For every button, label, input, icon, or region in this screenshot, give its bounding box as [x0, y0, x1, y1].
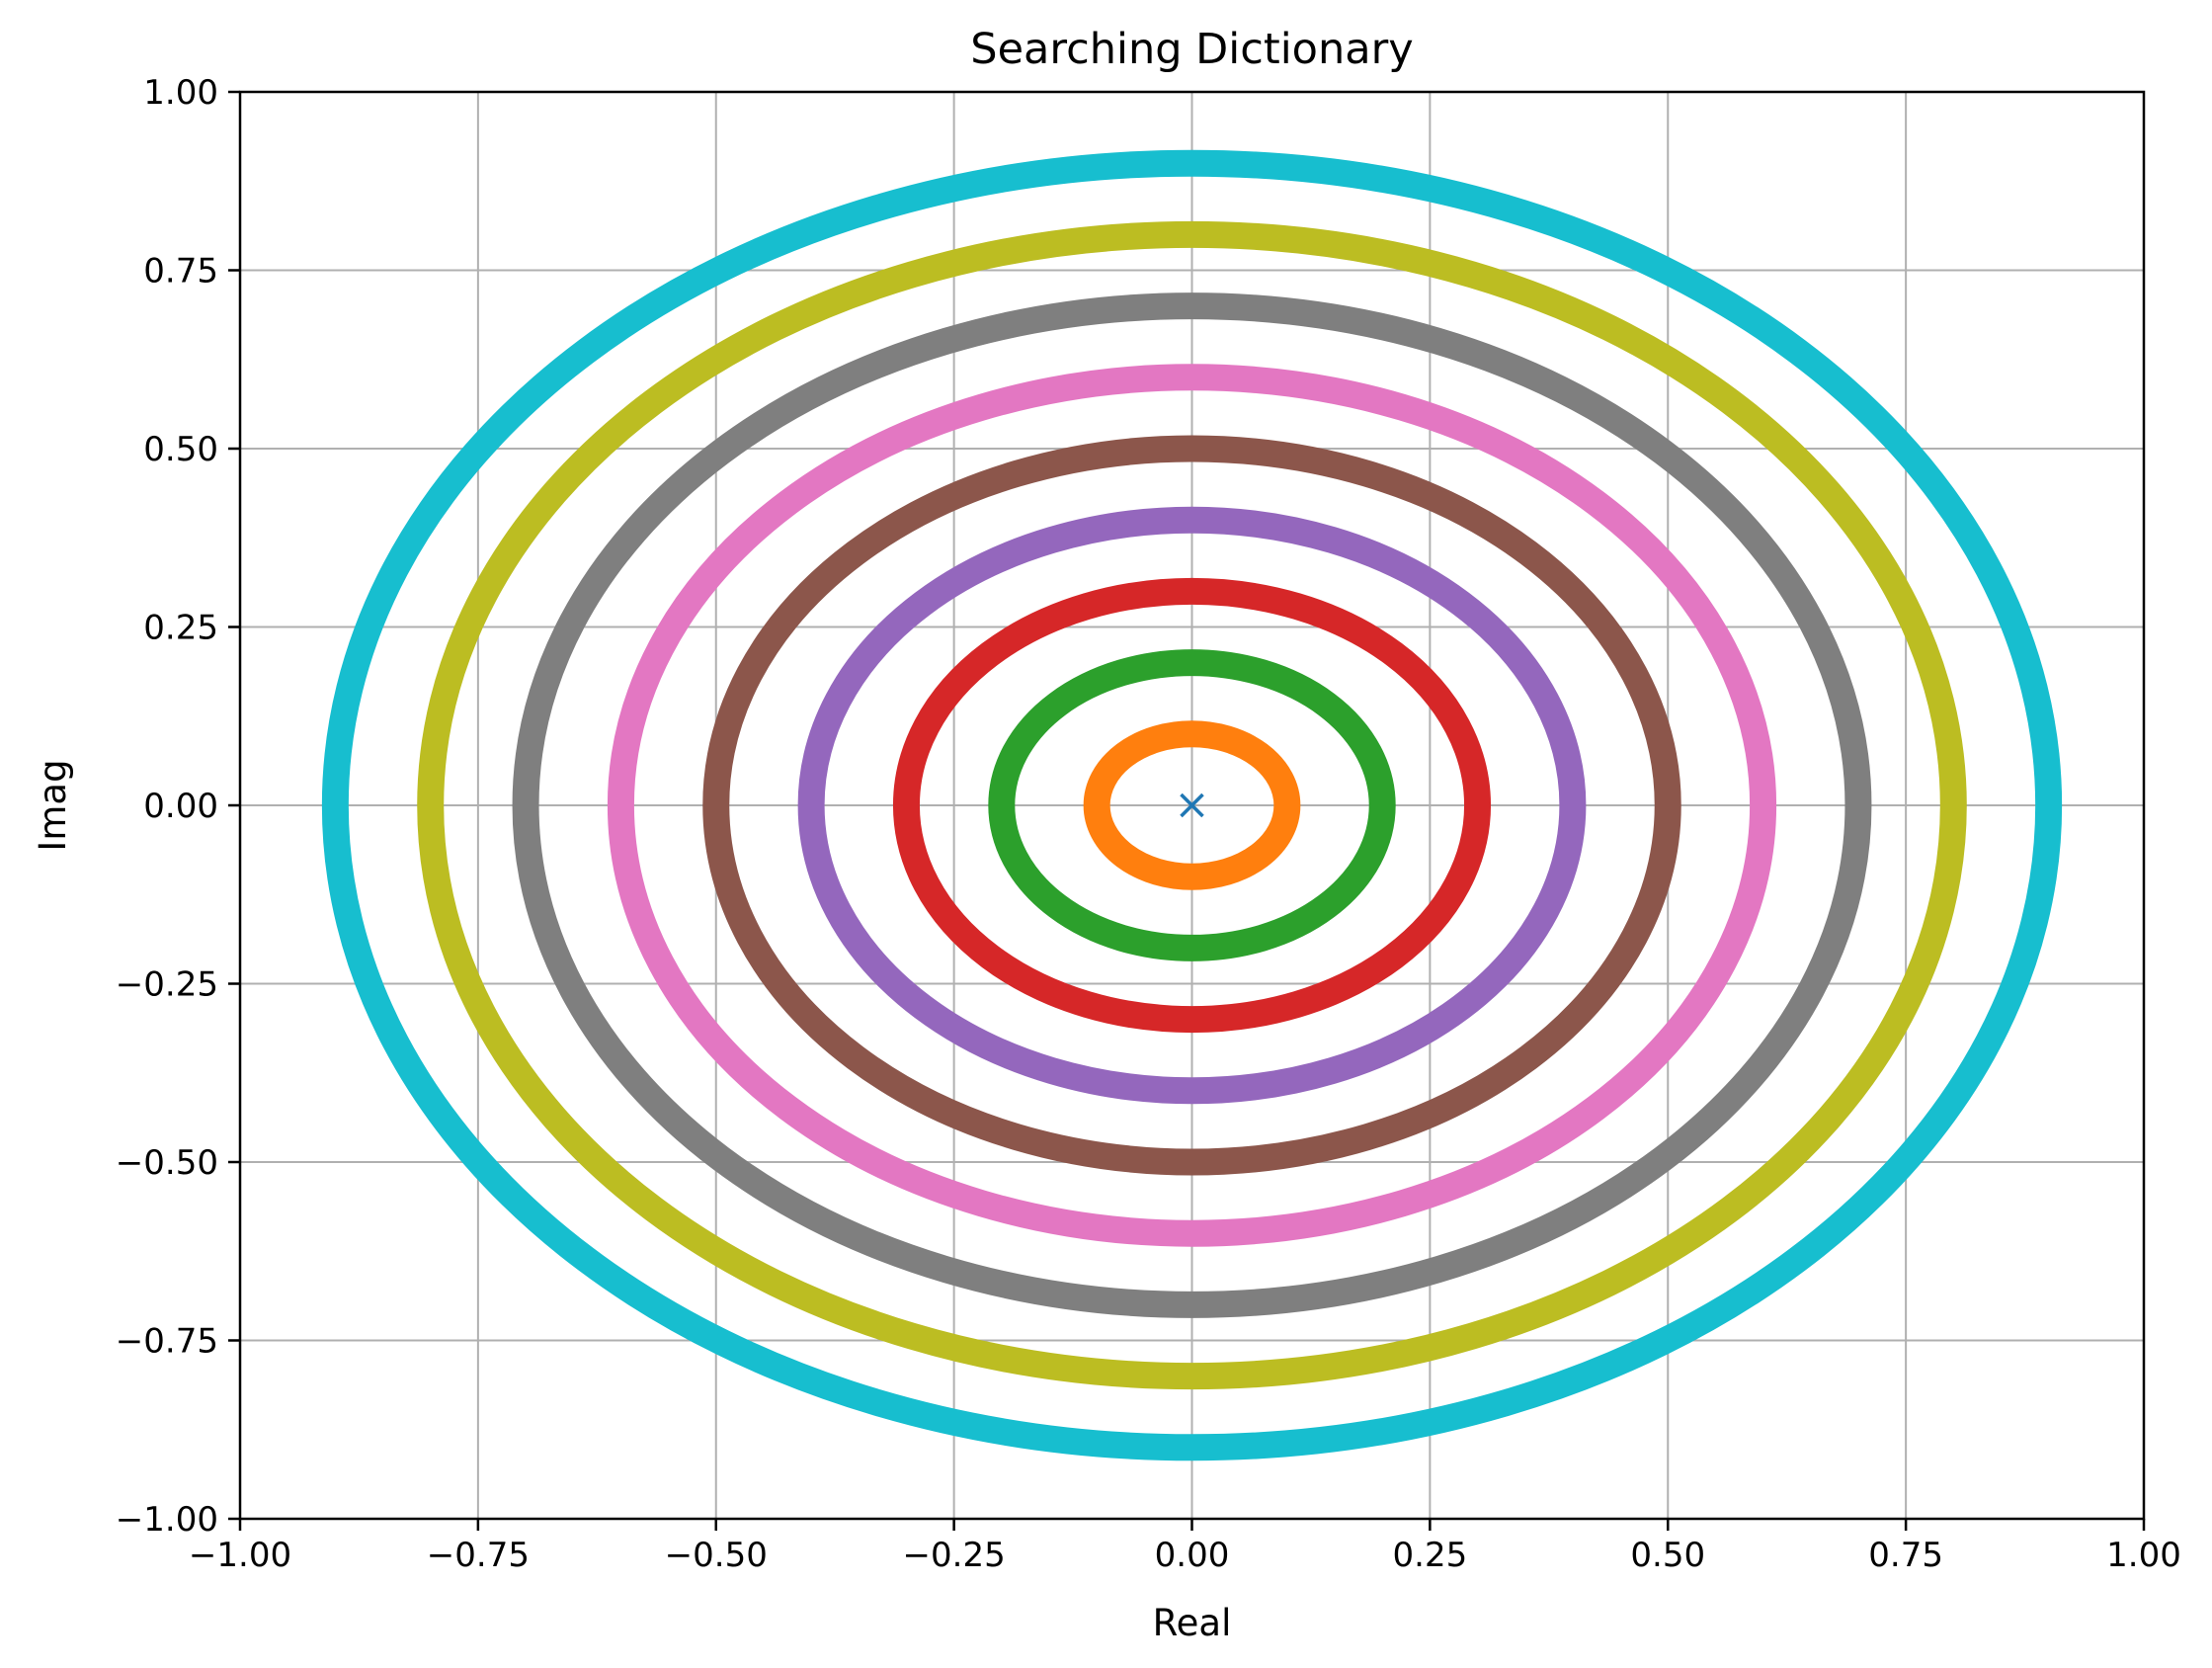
- ring-radius-0.2: [988, 649, 1396, 961]
- y-tick-label-4: 0.00: [143, 787, 218, 826]
- x-tick-label-6: 0.50: [1630, 1536, 1705, 1575]
- ring-radius-0.9: [321, 149, 2063, 1461]
- x-tick-label-3: −0.25: [903, 1536, 1006, 1575]
- x-tick-label-4: 0.00: [1155, 1536, 1230, 1575]
- x-axis-title: Real: [1153, 1602, 1232, 1644]
- y-tick-label-3: 0.25: [143, 609, 218, 648]
- x-tick-label-7: 0.75: [1868, 1536, 1943, 1575]
- ring-series: [321, 149, 2063, 1461]
- ring-radius-0.4: [797, 506, 1587, 1105]
- y-tick-label-2: 0.50: [143, 430, 218, 469]
- y-tick-label-0: 1.00: [143, 73, 218, 113]
- y-tick-label-1: 0.75: [143, 252, 218, 292]
- x-tick-label-0: −1.00: [189, 1536, 291, 1575]
- x-tick-label-8: 1.00: [2106, 1536, 2181, 1575]
- y-axis-title: Imag: [32, 759, 74, 851]
- ring-radius-0.6: [607, 364, 1777, 1247]
- ring-radius-0.8: [417, 220, 1967, 1390]
- axis-ticks: −1.00 −0.75 −0.50 −0.25 0.00 0.25 0.50 0.75 1.00…: [116, 73, 2181, 1575]
- y-tick-label-8: −1.00: [116, 1500, 218, 1540]
- ring-radius-0.1: [1083, 720, 1301, 890]
- y-tick-label-7: −0.75: [116, 1322, 218, 1362]
- y-tick-label-6: −0.50: [116, 1143, 218, 1183]
- center-marker: [1180, 792, 1204, 818]
- x-tick-label-2: −0.50: [665, 1536, 768, 1575]
- y-tick-label-5: −0.25: [116, 965, 218, 1005]
- ring-radius-0.5: [702, 435, 1681, 1176]
- center-x-marker-stroke-2: [1180, 792, 1204, 818]
- chart-title: Searching Dictionary: [970, 25, 1413, 74]
- center-x-marker: [1180, 792, 1204, 818]
- x-tick-label-5: 0.25: [1393, 1536, 1468, 1575]
- ring-radius-0.7: [512, 292, 1872, 1318]
- x-tick-label-1: −0.75: [427, 1536, 530, 1575]
- ring-radius-0.3: [892, 577, 1492, 1034]
